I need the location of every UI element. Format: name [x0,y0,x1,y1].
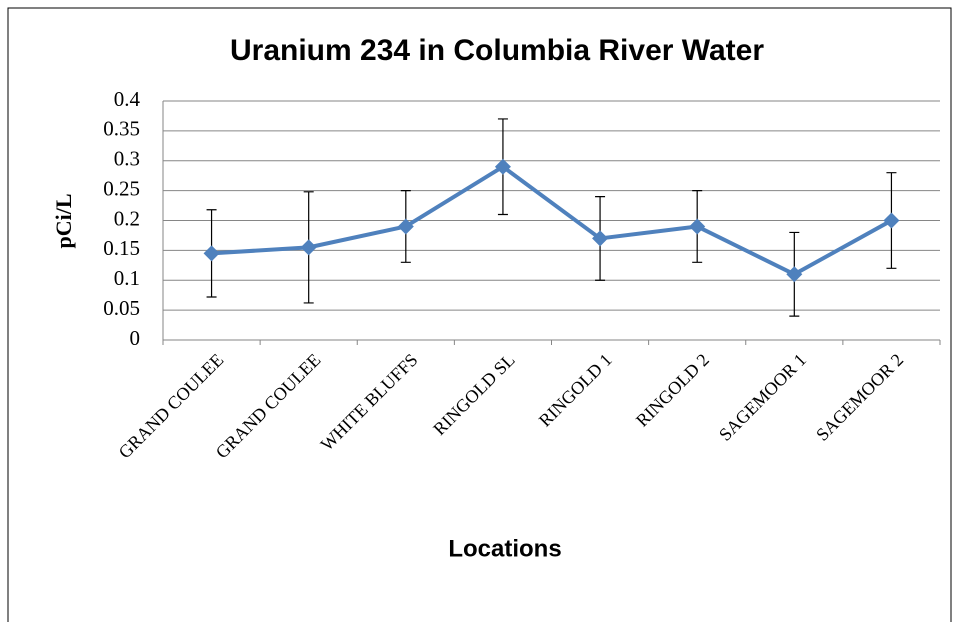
marker [300,239,317,256]
marker [494,158,511,175]
marker [883,212,900,229]
y-tick-label: 0.4 [114,87,141,111]
marker [203,245,220,262]
series-line [211,164,893,277]
x-tick-label: SAGEMOOR 1 [715,350,810,445]
chart-frame [7,7,952,622]
x-tick-label: GRAND COULEE [212,350,325,463]
y-tick-label: 0.05 [103,296,140,320]
marker [689,218,706,235]
chart-title: Uranium 234 in Columbia River Water [230,34,764,67]
y-tick-label: 0.35 [103,117,140,141]
marker [592,230,609,247]
x-tick-label: RINGOLD SL [429,350,518,439]
marker [786,266,803,283]
marker [397,218,414,235]
y-tick-label: 0 [130,326,141,350]
x-tick-label: RINGOLD 2 [632,350,713,431]
y-tick-label: 0.25 [103,176,140,200]
x-axis-label: Locations [448,535,561,562]
y-tick-label: 0.1 [114,266,140,290]
x-tick-label: WHITE BLUFFS [317,350,422,455]
x-tick-label: SAGEMOOR 2 [812,350,907,445]
y-tick-label: 0.2 [114,206,140,230]
y-tick-label: 0.15 [103,236,140,260]
y-tick-label: 0.3 [114,147,140,171]
y-axis-label: pCi/L [51,193,76,248]
x-tick-label: GRAND COULEE [115,350,228,463]
x-tick-label: RINGOLD 1 [535,350,616,431]
